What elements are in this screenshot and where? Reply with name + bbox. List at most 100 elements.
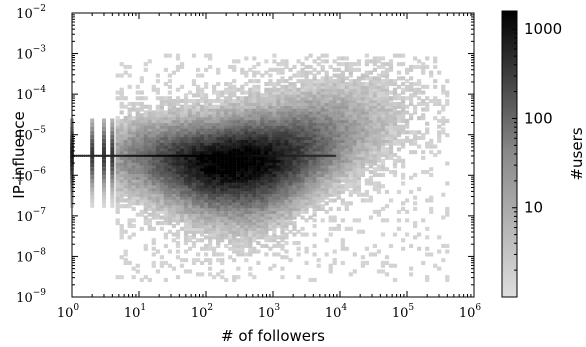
heatmap-cell — [272, 107, 277, 112]
heatmap-cell — [280, 141, 285, 146]
density-ridge-cell — [198, 154, 202, 157]
heatmap-cell — [256, 150, 261, 155]
heatmap-cell — [147, 277, 152, 282]
heatmap-cell — [284, 110, 289, 115]
heatmap-cell — [344, 121, 349, 126]
heatmap-cell — [324, 107, 329, 112]
heatmap-cell — [200, 198, 205, 203]
heatmap-cell — [131, 201, 136, 206]
heatmap-cell — [312, 116, 317, 121]
heatmap-cell — [135, 124, 140, 129]
heatmap-cell — [348, 116, 353, 121]
heatmap-cell — [260, 206, 265, 211]
heatmap-cell — [396, 141, 402, 146]
heatmap-cell — [224, 118, 229, 123]
heatmap-cell — [340, 158, 345, 163]
heatmap-cell — [312, 161, 317, 166]
heatmap-cell — [344, 155, 349, 160]
heatmap-cell — [123, 96, 128, 101]
heatmap-cell — [232, 84, 237, 89]
heatmap-cell — [248, 141, 253, 146]
heatmap-cell — [308, 155, 313, 160]
heatmap-cell — [244, 178, 249, 183]
heatmap-cell — [272, 198, 277, 203]
heatmap-cell — [220, 218, 225, 223]
heatmap-cell — [167, 164, 172, 169]
heatmap-cell — [312, 90, 317, 95]
heatmap-cell — [316, 118, 321, 123]
heatmap-cell — [196, 218, 201, 223]
heatmap-cell — [328, 189, 333, 194]
heatmap-cell — [244, 158, 249, 163]
heatmap-cell — [352, 107, 357, 112]
heatmap-cell — [119, 226, 124, 231]
heatmap-cell — [167, 215, 172, 220]
heatmap-cell — [248, 178, 253, 183]
heatmap-cell — [316, 164, 321, 169]
heatmap-cell — [268, 201, 273, 206]
heatmap-cell — [421, 90, 426, 95]
heatmap-cell — [296, 155, 301, 160]
heatmap-cell — [123, 116, 128, 121]
heatmap-cell — [336, 158, 341, 163]
heatmap-cell — [288, 116, 293, 121]
heatmap-cell — [232, 277, 237, 282]
heatmap-cell — [356, 84, 361, 89]
heatmap-cell — [401, 118, 406, 123]
heatmap-cell — [264, 238, 269, 243]
heatmap-cell — [171, 215, 176, 220]
heatmap-cell — [256, 110, 261, 115]
heatmap-cell — [316, 184, 321, 189]
heatmap-cell — [143, 138, 148, 143]
heatmap-cell — [115, 138, 120, 143]
heatmap-cell — [151, 150, 156, 155]
heatmap-cell — [155, 206, 160, 211]
heatmap-cell — [260, 224, 265, 229]
density-ridge-cell — [303, 154, 307, 157]
heatmap-cell — [344, 172, 349, 177]
heatmap-cell — [260, 167, 265, 172]
heatmap-cell — [200, 178, 205, 183]
heatmap-cell — [352, 96, 357, 101]
heatmap-cell — [228, 116, 233, 121]
heatmap-cell — [296, 93, 301, 98]
heatmap-cell — [179, 138, 185, 143]
heatmap-cell — [392, 127, 398, 132]
heatmap-cell — [368, 127, 373, 132]
heatmap-cell — [300, 147, 305, 152]
heatmap-cell — [328, 87, 333, 92]
heatmap-cell — [292, 144, 297, 149]
heatmap-cell — [232, 226, 237, 231]
heatmap-cell — [356, 90, 361, 95]
heatmap-cell — [175, 206, 181, 211]
heatmap-cell — [360, 198, 365, 203]
heatmap-cell — [115, 121, 120, 126]
heatmap-cell — [204, 164, 209, 169]
heatmap-cell — [272, 172, 277, 177]
heatmap-cell — [228, 206, 233, 211]
heatmap-cell — [441, 192, 446, 197]
heatmap-cell — [421, 116, 426, 121]
heatmap-cell — [284, 121, 289, 126]
heatmap-cell — [304, 209, 309, 214]
heatmap-cell — [368, 252, 373, 257]
heatmap-cell — [280, 215, 285, 220]
heatmap-cell — [425, 64, 430, 69]
heatmap-cell — [119, 195, 124, 200]
heatmap-cell — [240, 130, 245, 135]
heatmap-cell — [441, 258, 446, 263]
heatmap-cell — [272, 84, 277, 89]
heatmap-cell — [236, 275, 241, 280]
heatmap-cell — [147, 175, 152, 180]
heatmap-cell — [127, 73, 132, 78]
heatmap-cell — [159, 150, 164, 155]
heatmap-cell — [364, 59, 369, 64]
heatmap-cell — [312, 84, 317, 89]
heatmap-cell — [196, 204, 201, 209]
heatmap-cell — [356, 79, 361, 84]
heatmap-cell — [115, 209, 120, 214]
heatmap-cell — [171, 209, 176, 214]
heatmap-cell — [131, 107, 136, 112]
heatmap-cell — [388, 153, 394, 158]
heatmap-cell — [183, 184, 189, 189]
